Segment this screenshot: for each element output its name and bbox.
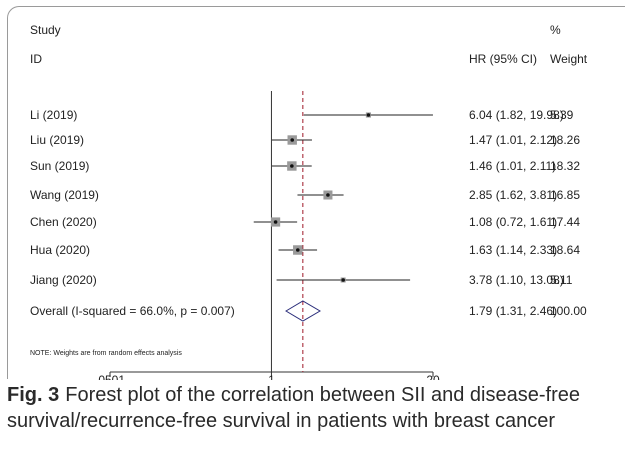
figure-label: Fig. 3 [7, 384, 60, 406]
hr-ci-label: 1.63 (1.14, 2.33) [469, 243, 557, 257]
overall-weight-label: 100.00 [550, 304, 587, 318]
hr-ci-label: 3.78 (1.10, 13.08) [469, 273, 564, 287]
point-estimate [295, 248, 300, 252]
figure-frame [7, 6, 625, 379]
hr-ci-label: 1.46 (1.01, 2.11) [469, 159, 556, 173]
header-hr-label: HR (95% CI) [469, 52, 537, 66]
header-weight-percent: % [550, 23, 561, 37]
weight-label: 18.26 [550, 133, 580, 147]
point-estimate [366, 113, 371, 117]
footnote: NOTE: Weights are from random effects an… [30, 350, 182, 357]
study-label: Hua (2020) [30, 243, 90, 257]
hr-ci-label: 6.04 (1.82, 19.98) [469, 108, 564, 122]
figure-caption: Fig. 3 Forest plot of the correlation bet… [7, 382, 619, 434]
weight-label: 18.64 [550, 243, 580, 257]
weight-label: 16.85 [550, 188, 580, 202]
x-tick-label: .0501 [95, 373, 125, 380]
study-label: Jiang (2020) [30, 273, 97, 287]
header-id-label: ID [30, 52, 42, 66]
hr-ci-label: 2.85 (1.62, 3.81) [469, 188, 557, 202]
weight-label: 5.39 [550, 108, 574, 122]
forest-plot: Study ID HR (95% CI) % Weight .0501 1 20 Li… [30, 23, 588, 380]
point-estimate [326, 193, 330, 197]
overall-hr-ci-label: 1.79 (1.31, 2.46) [469, 304, 557, 318]
header-weight-label: Weight [550, 52, 588, 66]
study-label: Wang (2019) [30, 188, 99, 202]
caption-text: Forest plot of the correlation between S… [7, 384, 580, 432]
weight-label: 5.11 [550, 273, 573, 287]
overall-diamond [285, 300, 321, 322]
point-estimate [341, 278, 345, 282]
study-label: Chen (2020) [30, 215, 97, 229]
study-label: Li (2019) [30, 108, 77, 122]
x-tick-label: 20 [426, 373, 440, 380]
hr-ci-label: 1.08 (0.72, 1.61) [469, 215, 557, 229]
header-study-label: Study [30, 23, 61, 37]
study-label: Liu (2019) [30, 133, 84, 147]
study-label: Sun (2019) [30, 159, 89, 173]
hr-ci-label: 1.47 (1.01, 2.12) [469, 133, 557, 147]
point-estimate [290, 164, 294, 168]
overall-label: Overall (I-squared = 66.0%, p = 0.007) [30, 304, 235, 318]
x-tick-label: 1 [268, 373, 275, 380]
point-estimate [273, 220, 278, 224]
point-estimate [290, 138, 295, 142]
weight-label: 17.44 [550, 215, 580, 229]
weight-label: 18.32 [550, 159, 580, 173]
